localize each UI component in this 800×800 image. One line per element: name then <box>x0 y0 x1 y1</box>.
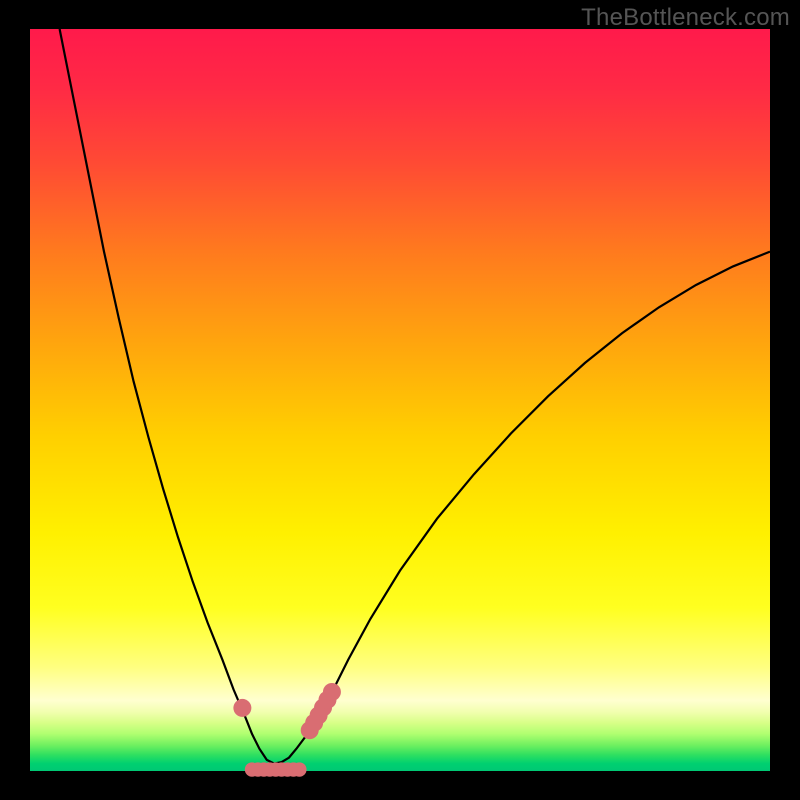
watermark-label: TheBottleneck.com <box>581 4 790 32</box>
marker-left-dot <box>233 699 251 717</box>
bottleneck-chart <box>0 0 800 800</box>
marker-right <box>323 683 341 701</box>
marker-flat <box>292 762 306 776</box>
chart-root: TheBottleneck.com <box>0 0 800 800</box>
chart-plot-background <box>30 29 770 771</box>
